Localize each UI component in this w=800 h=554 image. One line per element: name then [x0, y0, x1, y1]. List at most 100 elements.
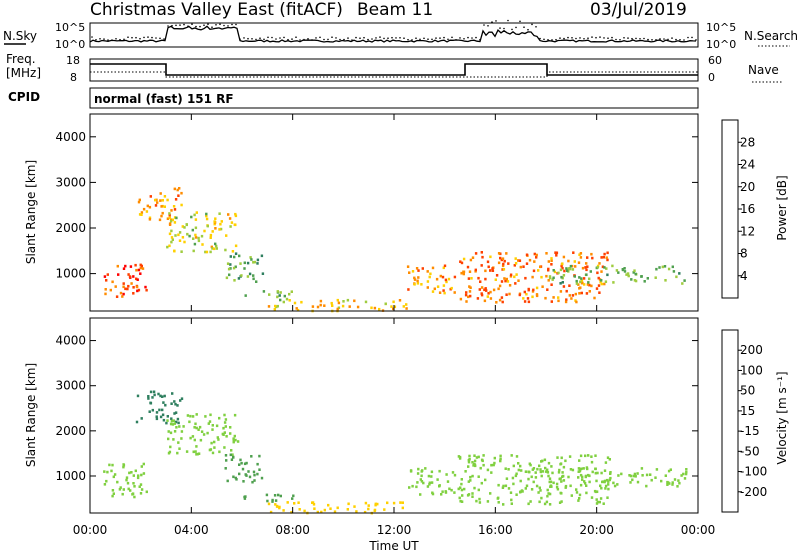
echo-cell [558, 468, 561, 472]
echo-cell [579, 483, 583, 487]
nsearch-point [651, 39, 653, 41]
nsearch-point [347, 37, 349, 39]
echo-cell [124, 287, 127, 291]
freq-label: Freq. [6, 52, 36, 66]
echo-cell [336, 506, 339, 510]
nsearch-point [479, 38, 481, 41]
echo-cell [588, 474, 591, 478]
echo-cell [597, 284, 601, 287]
echo-cell [279, 494, 282, 498]
echo-cell [620, 472, 623, 476]
echo-cell [337, 306, 341, 310]
echo-cell [579, 252, 583, 255]
echo-cell [170, 229, 173, 233]
echo-cell [495, 301, 498, 304]
echo-cell [185, 450, 189, 453]
echo-cell [218, 416, 221, 420]
nsearch-point [111, 39, 113, 41]
nsearch-point [535, 26, 537, 28]
echo-cell [493, 461, 496, 465]
nsearch-point [435, 37, 437, 39]
echo-cell [645, 484, 648, 488]
echo-cell [655, 267, 658, 271]
echo-cell [426, 286, 429, 289]
echo-cell [232, 455, 235, 459]
power-panel: 4000 3000 2000 1000 Slant Range [km] 28 24 20… [24, 113, 789, 313]
echo-cell [265, 493, 269, 497]
echo-cell [481, 255, 484, 259]
echo-cell [346, 508, 349, 511]
echo-cell [145, 288, 148, 292]
echo-cell [609, 471, 612, 474]
echo-cell [323, 508, 326, 512]
date-label: 03/Jul/2019 [590, 0, 687, 20]
echo-cell [585, 466, 589, 469]
echo-cell [565, 267, 568, 270]
nsearch-point [231, 23, 233, 26]
echo-cell [430, 470, 434, 474]
echo-cell [193, 438, 196, 442]
nsearch-point [331, 36, 333, 38]
echo-cell [570, 494, 573, 497]
echo-cell [182, 425, 185, 428]
echo-cell [430, 481, 434, 484]
nsearch-point [631, 37, 633, 40]
echo-cell [579, 473, 583, 477]
echo-cell [483, 299, 487, 303]
echo-cell [505, 477, 509, 480]
y-tick-label: 2000 [55, 424, 86, 438]
echo-cell [607, 487, 610, 491]
echo-cell [562, 274, 566, 277]
echo-cell [548, 477, 552, 480]
echo-cell [106, 273, 109, 276]
echo-cell [128, 471, 131, 475]
echo-cell [137, 200, 141, 204]
echo-cell [168, 244, 171, 248]
echo-cell [531, 295, 534, 299]
echo-cell [256, 258, 260, 262]
echo-cell [229, 426, 232, 429]
echo-cell [170, 402, 173, 405]
echo-cell [467, 459, 470, 462]
echo-cell [530, 475, 533, 479]
nsearch-point [603, 37, 605, 39]
echo-cell [209, 233, 213, 237]
nsearch-point [527, 28, 529, 31]
echo-cell [663, 265, 667, 268]
echo-cell [161, 395, 164, 398]
time-axis-label: Time UT [368, 539, 419, 553]
nsearch-point [599, 36, 601, 38]
echo-cell [441, 275, 445, 279]
echo-cell [183, 226, 186, 229]
echo-cell [568, 267, 571, 270]
nsearch-point [407, 38, 409, 41]
echo-cell [567, 475, 570, 479]
echo-cell [180, 397, 184, 400]
echo-cell [685, 470, 688, 474]
echo-cell [106, 470, 109, 474]
nsearch-point [99, 38, 101, 40]
echo-cell [523, 300, 527, 303]
echo-cell [145, 210, 149, 213]
echo-cell [245, 461, 248, 465]
y-tick-label: 3000 [55, 175, 86, 189]
echo-cell [211, 230, 214, 233]
echo-cell [605, 267, 608, 270]
echo-cell [588, 480, 591, 484]
echo-cell [180, 250, 183, 253]
echo-cell [170, 419, 174, 423]
nsearch-point [547, 39, 549, 41]
echo-cell [147, 395, 150, 398]
y-tick-label: 4000 [55, 334, 86, 348]
echo-cell [228, 217, 232, 220]
echo-cell [199, 438, 203, 442]
echo-cell [355, 510, 358, 513]
echo-cell [634, 279, 638, 283]
echo-cell [587, 454, 590, 457]
echo-cell [224, 467, 227, 470]
nsearch-point [491, 21, 493, 23]
echo-cell [384, 302, 387, 306]
echo-cell [141, 267, 145, 270]
y-tick-label: 1000 [55, 469, 86, 483]
nsearch-point [579, 37, 581, 39]
